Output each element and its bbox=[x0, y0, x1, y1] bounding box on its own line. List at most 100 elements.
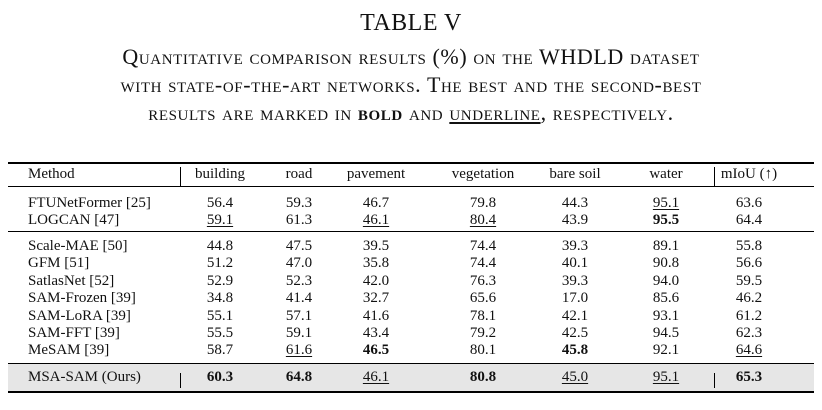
value-cell: 45.8 bbox=[561, 342, 589, 359]
value-cell: 80.4 bbox=[469, 212, 497, 229]
table-row: SatlasNet [52] 52.9 52.3 42.0 76.3 39.3 94.0 59… bbox=[8, 273, 814, 290]
method-cell: SAM-FFT [39] bbox=[28, 325, 120, 341]
value-cell: 58.7 bbox=[206, 342, 234, 359]
caption-line-3-post: , respectively. bbox=[540, 100, 674, 125]
value-cell: 95.1 bbox=[652, 369, 680, 385]
table-label: TABLE V bbox=[360, 10, 462, 36]
caption-bold-word: bold bbox=[357, 100, 403, 125]
value-cell: 17.0 bbox=[561, 290, 589, 307]
value-cell: 52.9 bbox=[206, 272, 234, 289]
value-cell: 65.6 bbox=[469, 290, 497, 307]
value-cell: 41.4 bbox=[285, 290, 313, 307]
value-cell: 39.5 bbox=[362, 238, 390, 254]
value-cell: 78.1 bbox=[469, 307, 497, 324]
value-cell: 92.1 bbox=[652, 342, 680, 359]
value-cell: 61.2 bbox=[735, 307, 763, 324]
value-cell: 47.5 bbox=[285, 238, 313, 254]
value-cell: 46.1 bbox=[362, 369, 390, 385]
top-rule bbox=[8, 162, 814, 164]
value-cell: 47.0 bbox=[285, 255, 313, 272]
method-cell: MeSAM [39] bbox=[28, 342, 110, 359]
column-separator bbox=[180, 167, 181, 187]
header-cell: pavement bbox=[346, 166, 406, 182]
header-cell: bare soil bbox=[549, 166, 601, 182]
value-cell: 63.6 bbox=[735, 195, 763, 211]
value-cell: 46.1 bbox=[362, 212, 390, 229]
method-cell: FTUNetFormer [25] bbox=[28, 195, 151, 211]
value-cell: 35.8 bbox=[362, 255, 390, 272]
value-cell: 74.4 bbox=[469, 238, 497, 254]
caption-line-3-mid: and bbox=[402, 100, 450, 125]
method-cell: SAM-LoRA [39] bbox=[28, 307, 131, 324]
value-cell: 56.6 bbox=[735, 255, 763, 272]
header-cell: vegetation bbox=[451, 166, 515, 182]
value-cell: 95.1 bbox=[652, 195, 680, 211]
header-cell: mIoU (↑) bbox=[720, 166, 778, 182]
value-cell: 51.2 bbox=[206, 255, 234, 272]
value-cell: 42.5 bbox=[561, 325, 589, 341]
value-cell: 59.1 bbox=[285, 325, 313, 341]
header-cell: road bbox=[285, 166, 313, 182]
method-cell: GFM [51] bbox=[28, 255, 90, 272]
value-cell: 65.3 bbox=[735, 369, 763, 385]
value-cell: 44.3 bbox=[561, 195, 589, 211]
value-cell: 46.2 bbox=[735, 290, 763, 307]
column-separator bbox=[714, 167, 715, 187]
value-cell: 59.3 bbox=[285, 195, 313, 211]
value-cell: 55.5 bbox=[206, 325, 234, 341]
header-cell: Method bbox=[28, 166, 75, 182]
caption-line-3: results are marked in bold and underline… bbox=[0, 100, 822, 126]
value-cell: 39.3 bbox=[561, 238, 589, 254]
highlight-row-background bbox=[8, 364, 814, 391]
value-cell: 80.8 bbox=[469, 369, 497, 385]
value-cell: 93.1 bbox=[652, 307, 680, 324]
value-cell: 46.7 bbox=[362, 195, 390, 211]
value-cell: 42.1 bbox=[561, 307, 589, 324]
method-cell: SAM-Frozen [39] bbox=[28, 290, 136, 307]
value-cell: 55.8 bbox=[735, 238, 763, 254]
header-cell: water bbox=[649, 166, 683, 182]
value-cell: 64.4 bbox=[735, 212, 763, 229]
value-cell: 61.3 bbox=[285, 212, 313, 229]
value-cell: 95.5 bbox=[652, 212, 680, 229]
value-cell: 43.9 bbox=[561, 212, 589, 229]
value-cell: 64.6 bbox=[735, 342, 763, 359]
value-cell: 85.6 bbox=[652, 290, 680, 307]
value-cell: 89.1 bbox=[652, 238, 680, 254]
table-row: SAM-LoRA [39] 55.1 57.1 41.6 78.1 42.1 93.1 61.… bbox=[8, 308, 814, 325]
table-row: LOGCAN [47] 59.1 61.3 46.1 80.4 43.9 95.5 64.4 bbox=[8, 212, 814, 229]
table-row: Scale-MAE [50] 44.8 47.5 39.5 74.4 39.3 89.1 55… bbox=[8, 238, 814, 255]
value-cell: 57.1 bbox=[285, 307, 313, 324]
value-cell: 44.8 bbox=[206, 238, 234, 254]
column-separator bbox=[180, 373, 181, 388]
value-cell: 39.3 bbox=[561, 272, 589, 289]
method-cell: SatlasNet [52] bbox=[28, 272, 115, 289]
value-cell: 34.8 bbox=[206, 290, 234, 307]
table-row: MeSAM [39] 58.7 61.6 46.5 80.1 45.8 92.1 64.6 bbox=[8, 342, 814, 359]
value-cell: 64.8 bbox=[285, 369, 313, 385]
value-cell: 79.2 bbox=[469, 325, 497, 341]
value-cell: 56.4 bbox=[206, 195, 234, 211]
value-cell: 94.0 bbox=[652, 272, 680, 289]
value-cell: 76.3 bbox=[469, 272, 497, 289]
caption-underline-word: underline bbox=[449, 100, 541, 125]
value-cell: 43.4 bbox=[362, 325, 390, 341]
caption-line-1: Quantitative comparison results (%) on t… bbox=[122, 44, 700, 69]
bottom-rule bbox=[8, 391, 814, 393]
value-cell: 42.0 bbox=[362, 272, 390, 289]
group-rule-1 bbox=[8, 231, 814, 232]
table-row: GFM [51] 51.2 47.0 35.8 74.4 40.1 90.8 56.6 bbox=[8, 255, 814, 272]
header-rule bbox=[8, 186, 814, 187]
value-cell: 45.0 bbox=[561, 369, 589, 385]
value-cell: 55.1 bbox=[206, 307, 234, 324]
method-cell: MSA-SAM (Ours) bbox=[28, 369, 141, 385]
method-cell: LOGCAN [47] bbox=[28, 212, 120, 229]
value-cell: 90.8 bbox=[652, 255, 680, 272]
table-row: MSA-SAM (Ours) 60.3 64.8 46.1 80.8 45.0 95.1 65… bbox=[8, 369, 814, 386]
value-cell: 80.1 bbox=[469, 342, 497, 359]
table-row: SAM-FFT [39] 55.5 59.1 43.4 79.2 42.5 94.5 62.3 bbox=[8, 325, 814, 342]
value-cell: 61.6 bbox=[285, 342, 313, 359]
value-cell: 79.8 bbox=[469, 195, 497, 211]
value-cell: 59.1 bbox=[206, 212, 234, 229]
value-cell: 74.4 bbox=[469, 255, 497, 272]
